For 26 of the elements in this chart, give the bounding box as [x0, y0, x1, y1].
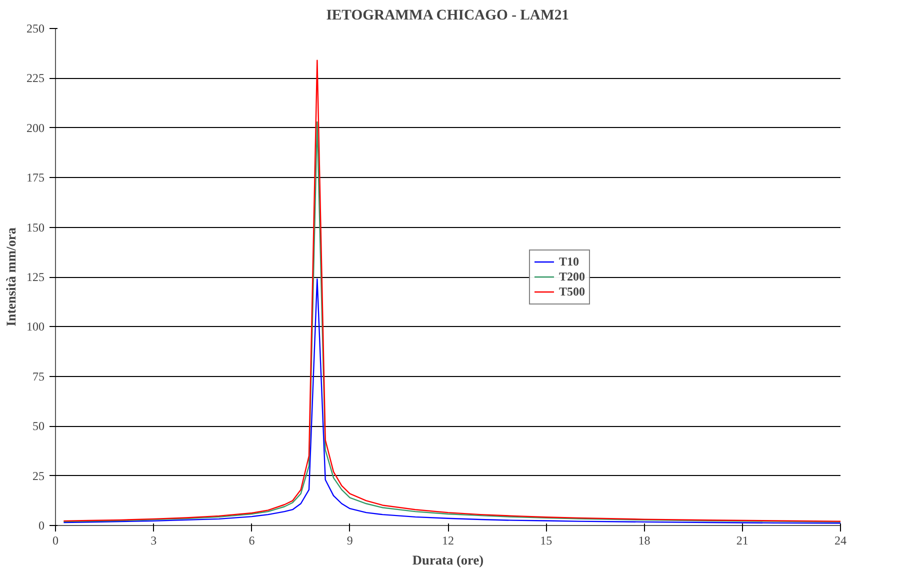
x-tick-label: 9: [346, 534, 353, 548]
y-tick-label: 25: [32, 468, 44, 483]
y-tick-label: 125: [26, 270, 44, 284]
y-tick-label: 200: [26, 120, 44, 135]
y-tick-label: 0: [38, 518, 44, 532]
chart-title: IETOGRAMMA CHICAGO - LAM21: [326, 8, 569, 24]
x-tick-label: 6: [248, 534, 255, 548]
legend-label: T10: [558, 254, 579, 269]
y-tick-label: 175: [26, 170, 44, 185]
y-axis-title: Intensità mm/ora: [4, 227, 18, 326]
y-tick-label: 150: [26, 220, 44, 234]
legend-label: T200: [558, 269, 585, 284]
x-tick-label: 0: [52, 534, 58, 548]
x-tick-label: 21: [736, 534, 748, 548]
x-tick-label: 24: [834, 534, 846, 548]
x-tick-label: 3: [150, 534, 157, 548]
legend-label: T500: [558, 284, 585, 299]
x-axis-title: Durata (ore): [412, 552, 484, 568]
x-tick-label: 18: [638, 534, 650, 548]
y-tick-label: 100: [26, 320, 44, 334]
x-tick-label: 12: [442, 534, 454, 548]
y-tick-label: 225: [26, 71, 44, 86]
y-tick-label: 250: [26, 22, 44, 36]
x-tick-label: 15: [540, 534, 552, 548]
y-tick-label: 75: [32, 369, 44, 384]
y-tick-label: 50: [32, 419, 44, 434]
